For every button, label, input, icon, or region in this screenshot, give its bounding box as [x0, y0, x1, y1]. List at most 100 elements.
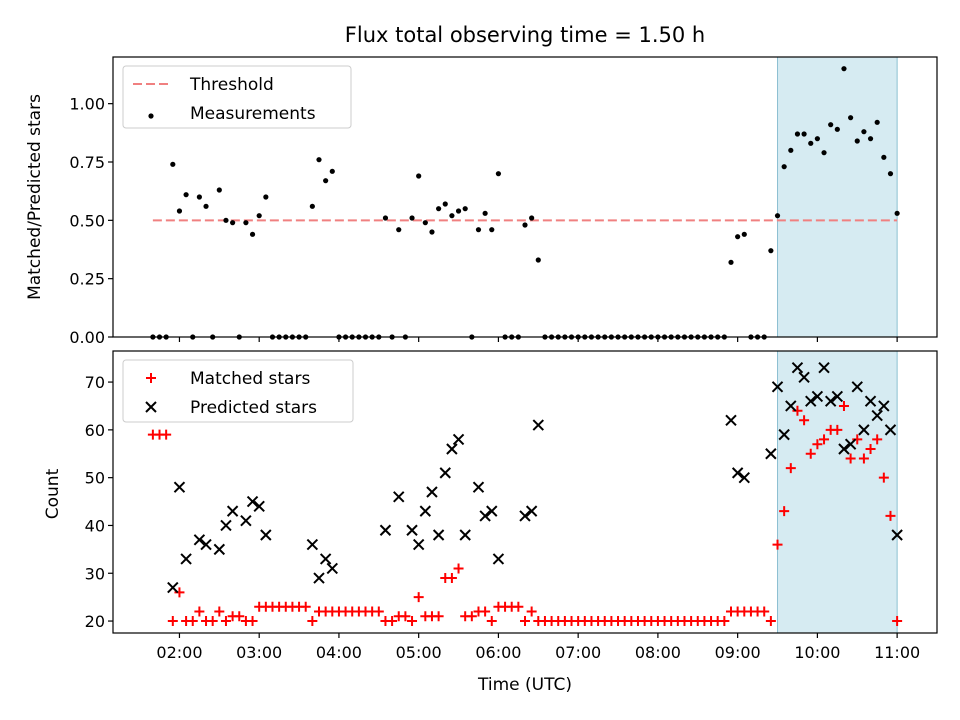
bottom-matched-point: [446, 573, 457, 584]
bottom-legend-matched-swatch: [146, 373, 156, 383]
top-measurement-point: [861, 129, 867, 135]
bottom-predicted-point: [838, 443, 850, 455]
bottom-predicted-point: [891, 529, 903, 541]
bottom-matched-point: [759, 606, 770, 617]
bottom-matched-point: [765, 616, 776, 627]
bottom-predicted-point: [492, 553, 505, 565]
bottom-predicted-point: [393, 491, 405, 503]
bottom-predicted-point: [805, 395, 817, 407]
bottom-predicted-point: [326, 562, 338, 575]
top-measurement-point: [535, 257, 541, 263]
bottom-panel: 20 30 40 50 60 70 02:00 03:00 04:00 05:00 06:00 07:…: [85, 350, 938, 662]
top-legend: Threshold Measurements: [122, 65, 352, 129]
bottom-y-tick-label: 20: [85, 612, 105, 631]
top-y-tick-label: 1.00: [69, 95, 105, 114]
top-measurement-point: [741, 231, 747, 237]
bottom-matched-point: [792, 405, 803, 416]
bottom-predicted-point: [379, 524, 392, 536]
bottom-predicted-point: [479, 510, 491, 522]
top-measurement-point: [455, 208, 462, 214]
top-panel: 0.00 0.25 0.50 0.75 1.00 Threshold Measurement…: [69, 56, 938, 347]
top-measurement-point: [442, 201, 448, 207]
bottom-matched-point: [187, 616, 198, 627]
bottom-predicted-point: [193, 534, 206, 546]
top-highlight-span: [777, 56, 898, 338]
bottom-predicted-point: [525, 505, 538, 517]
bottom-matched-point: [167, 616, 178, 627]
top-measurement-point: [323, 178, 329, 184]
bottom-predicted-point: [871, 409, 883, 422]
bottom-matched-point: [174, 587, 185, 598]
top-measurement-point: [196, 194, 202, 200]
bottom-axes-frame: [112, 350, 938, 634]
bottom-matched-point: [247, 616, 258, 627]
top-measurement-point: [489, 227, 495, 233]
bottom-matched-point: [799, 415, 810, 426]
bottom-legend: Matched stars Predicted stars: [122, 359, 354, 423]
top-measurement-point: [183, 192, 189, 198]
bottom-predicted-point: [791, 362, 804, 374]
top-measurement-point: [788, 147, 794, 153]
top-measurement-point: [230, 220, 236, 226]
top-measurement-point: [728, 259, 734, 265]
bottom-predicted-point: [851, 381, 863, 393]
bottom-matched-point: [819, 434, 830, 445]
bottom-matched-point: [892, 616, 903, 627]
top-measurement-point: [768, 248, 774, 254]
bottom-matched-point: [520, 616, 530, 627]
bottom-predicted-point: [246, 495, 259, 508]
bottom-matched-point: [433, 611, 444, 622]
top-legend-measurement-swatch: [148, 113, 154, 119]
top-measurement-point: [449, 213, 455, 219]
top-measurement-point: [867, 136, 874, 142]
bottom-predicted-point: [406, 524, 418, 536]
bottom-predicted-point: [472, 481, 485, 493]
bottom-highlight-span: [777, 350, 898, 634]
bottom-matched-point: [832, 424, 843, 435]
bottom-predicted-point: [884, 424, 897, 436]
top-measurement-point: [203, 203, 209, 209]
top-y-axis-label: Matched/Predicted stars: [25, 94, 45, 300]
bottom-matched-point: [772, 539, 783, 550]
bottom-predicted-point: [180, 553, 192, 565]
top-measurement-point: [256, 213, 262, 219]
top-measurement-point: [887, 171, 894, 177]
bottom-matched-point: [852, 434, 863, 445]
top-measurement-point: [416, 173, 422, 179]
bottom-predicted-point: [864, 395, 877, 407]
bottom-y-tick-label: 30: [85, 564, 105, 583]
bottom-predicted-point: [432, 529, 445, 541]
bottom-predicted-point: [220, 519, 232, 532]
bottom-x-tick-label: 05:00: [396, 643, 442, 662]
top-measurement-point: [243, 220, 249, 226]
bottom-x-tick-label: 02:00: [156, 643, 202, 662]
bottom-matched-point: [220, 616, 231, 627]
top-measurement-point: [801, 131, 807, 137]
top-measurement-point: [263, 194, 269, 200]
bottom-predicted-point: [798, 371, 810, 383]
bottom-predicted-point: [167, 581, 179, 594]
bottom-y-tick-label: 60: [85, 421, 105, 440]
bottom-predicted-point: [878, 400, 890, 412]
bottom-matched-point: [885, 510, 896, 521]
bottom-predicted-point: [446, 443, 458, 455]
top-measurement-point: [475, 227, 482, 233]
bottom-legend-label: Predicted stars: [190, 398, 317, 418]
bottom-legend-box: [122, 359, 354, 423]
bottom-predicted-point: [778, 428, 790, 441]
bottom-matched-point: [466, 611, 477, 622]
top-measurement-point: [781, 164, 787, 170]
bottom-matched-point: [865, 443, 876, 454]
bottom-y-axis-label: Count: [43, 468, 63, 519]
top-measurement-point: [821, 150, 827, 156]
bottom-y-tick-label: 50: [85, 469, 105, 488]
bottom-x-tick-label: 06:00: [475, 643, 521, 662]
bottom-matched-point: [453, 563, 464, 574]
bottom-predicted-point: [419, 505, 432, 517]
bottom-predicted-point: [824, 395, 837, 407]
bottom-predicted-point: [532, 419, 544, 431]
bottom-matched-point: [214, 606, 225, 617]
chart-title: Flux total observing time = 1.50 h: [345, 23, 705, 47]
top-measurement-point: [216, 187, 222, 193]
